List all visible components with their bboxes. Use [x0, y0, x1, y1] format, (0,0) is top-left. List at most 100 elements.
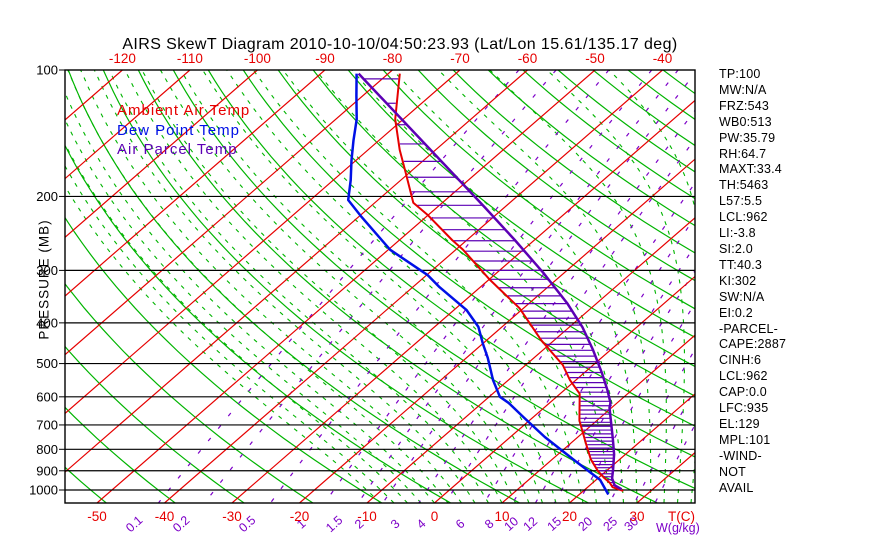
stats-line: MW:N/A: [719, 82, 767, 97]
moist-adiabat-line: [67, 70, 449, 503]
stats-line: FRZ:543: [719, 98, 770, 113]
temp-tick-label-top: -120: [109, 51, 136, 66]
mixing-tick-label: 0.1: [123, 513, 145, 535]
temp-tick-label-bottom: 20: [562, 509, 577, 524]
dewpoint-curve: [346, 73, 610, 496]
isotherm-line: [65, 70, 326, 297]
moist-adiabat-line: [392, 70, 638, 503]
moist-adiabat-line: [65, 185, 381, 503]
mixing-ratio-line: [512, 216, 695, 503]
moist-adiabat-line: [180, 70, 544, 503]
moist-adiabat-line: [124, 70, 503, 503]
moist-adiabat-line: [108, 70, 489, 503]
moist-adiabat-line: [159, 70, 530, 503]
dry-adiabat-line: [592, 70, 695, 147]
dry-adiabat-line: [102, 70, 589, 503]
stats-line: LI:-3.8: [719, 226, 756, 241]
pressure-tick-label: 1000: [29, 483, 58, 498]
stats-line: TT:40.3: [719, 257, 763, 272]
mixing-tick-label: 1.5: [323, 513, 345, 535]
pressure-tick-label: 800: [36, 442, 58, 457]
pressure-tick-label: 900: [36, 463, 58, 478]
stats-line: TH:5463: [719, 178, 769, 193]
stats-line: -PARCEL-: [719, 321, 779, 336]
legend-item-dew-point-temp: Dew Point Temp: [117, 121, 240, 139]
dry-adiabat-line: [487, 70, 695, 227]
pressure-tick-label: 100: [36, 63, 58, 78]
isotherm-line: [299, 158, 695, 503]
mixing-ratio-line: [534, 244, 695, 503]
plot-border: [64, 69, 696, 504]
stats-line: EL:129: [719, 416, 760, 431]
temp-tick-label-bottom: -40: [155, 509, 175, 524]
dry-adiabat-line: [522, 70, 695, 200]
dry-adiabat-line: [137, 70, 658, 503]
dry-adiabat-line: [65, 466, 107, 503]
isotherm-line: [65, 70, 528, 473]
pressure-tick-label: 300: [36, 263, 58, 278]
temp-tick-label-top: -60: [518, 51, 538, 66]
mixing-ratio-line: [577, 302, 695, 503]
dry-adiabat-line: [417, 70, 695, 282]
stats-line: TP:100: [719, 67, 761, 81]
stats-line: SW:N/A: [719, 289, 765, 304]
legend-item-air-parcel-temp: Air Parcel Temp: [117, 141, 238, 158]
stats-line: LCL:962: [719, 210, 768, 225]
temp-tick-label-bottom: -30: [222, 509, 242, 524]
dry-adiabat-line: [65, 282, 314, 503]
mixing-ratio-line: [357, 70, 679, 503]
temp-tick-label-bottom: 0: [431, 509, 439, 524]
temp-tick-label-bottom: -20: [290, 509, 310, 524]
dry-adiabat-line: [65, 216, 383, 503]
mixing-tick-label: 25: [600, 514, 620, 534]
isotherm-line: [434, 275, 695, 503]
stats-line: CINH:6: [719, 353, 762, 368]
plot-area: [0, 70, 695, 503]
temp-tick-label-bottom: 10: [494, 509, 509, 524]
temp-tick-label-top: -70: [450, 51, 470, 66]
isotherm-line: [164, 70, 663, 503]
mixing-ratio-line: [204, 70, 557, 503]
dry-adiabat-line: [0, 70, 37, 503]
legend-item-ambient-air-temp: Ambient Air Temp: [117, 102, 251, 119]
dry-adiabat-line: [207, 70, 695, 458]
mixing-tick-label: 6: [453, 516, 468, 531]
stats-line: CAPE:2887: [719, 337, 787, 352]
temp-tick-label-bottom: 30: [629, 509, 644, 524]
temp-tick-label-bottom: -10: [357, 509, 377, 524]
dry-adiabat-line: [382, 70, 695, 310]
stats-line: AVAIL: [719, 480, 754, 495]
stats-line: CAP:0.0: [719, 385, 767, 400]
pressure-tick-label: 400: [36, 315, 58, 330]
stats-line: LCL:962: [719, 369, 768, 384]
temp-axis-unit-label: T(C): [668, 509, 695, 524]
dry-adiabat-line: [65, 345, 245, 503]
stats-line: PW:35.79: [719, 130, 776, 145]
stats-line: KI:302: [719, 273, 757, 288]
stats-line: NOT: [719, 464, 746, 479]
stats-line: RH:64.7: [719, 146, 767, 161]
stats-line: MPL:101: [719, 432, 771, 447]
isotherm-line: [231, 99, 695, 503]
mixing-ratio-line: [382, 72, 695, 503]
mixing-tick-label: 3: [388, 516, 403, 531]
dry-adiabat-line: [242, 70, 695, 427]
stats-line: EI:0.2: [719, 305, 753, 320]
moist-adiabat-line: [351, 70, 625, 503]
temp-tick-label-top: -80: [383, 51, 403, 66]
dry-adiabat-line: [347, 70, 695, 339]
isotherm-line: [65, 70, 191, 180]
temp-tick-label-top: -110: [177, 51, 203, 66]
mixing-tick-label: 4: [414, 516, 429, 531]
legend: Ambient Air Temp Dew Point Temp Air Parc…: [117, 101, 250, 160]
stats-line: WB0:513: [719, 114, 772, 129]
mixing-tick-label: 12: [520, 514, 540, 534]
isotherm-line: [569, 393, 695, 503]
isotherm-line: [65, 70, 461, 415]
temp-tick-label-top: -40: [653, 51, 673, 66]
isotherm-line: [96, 70, 596, 503]
parcel-curve: [357, 72, 623, 491]
isotherm-line: [501, 334, 695, 503]
stats-line: -WIND-: [719, 448, 762, 463]
